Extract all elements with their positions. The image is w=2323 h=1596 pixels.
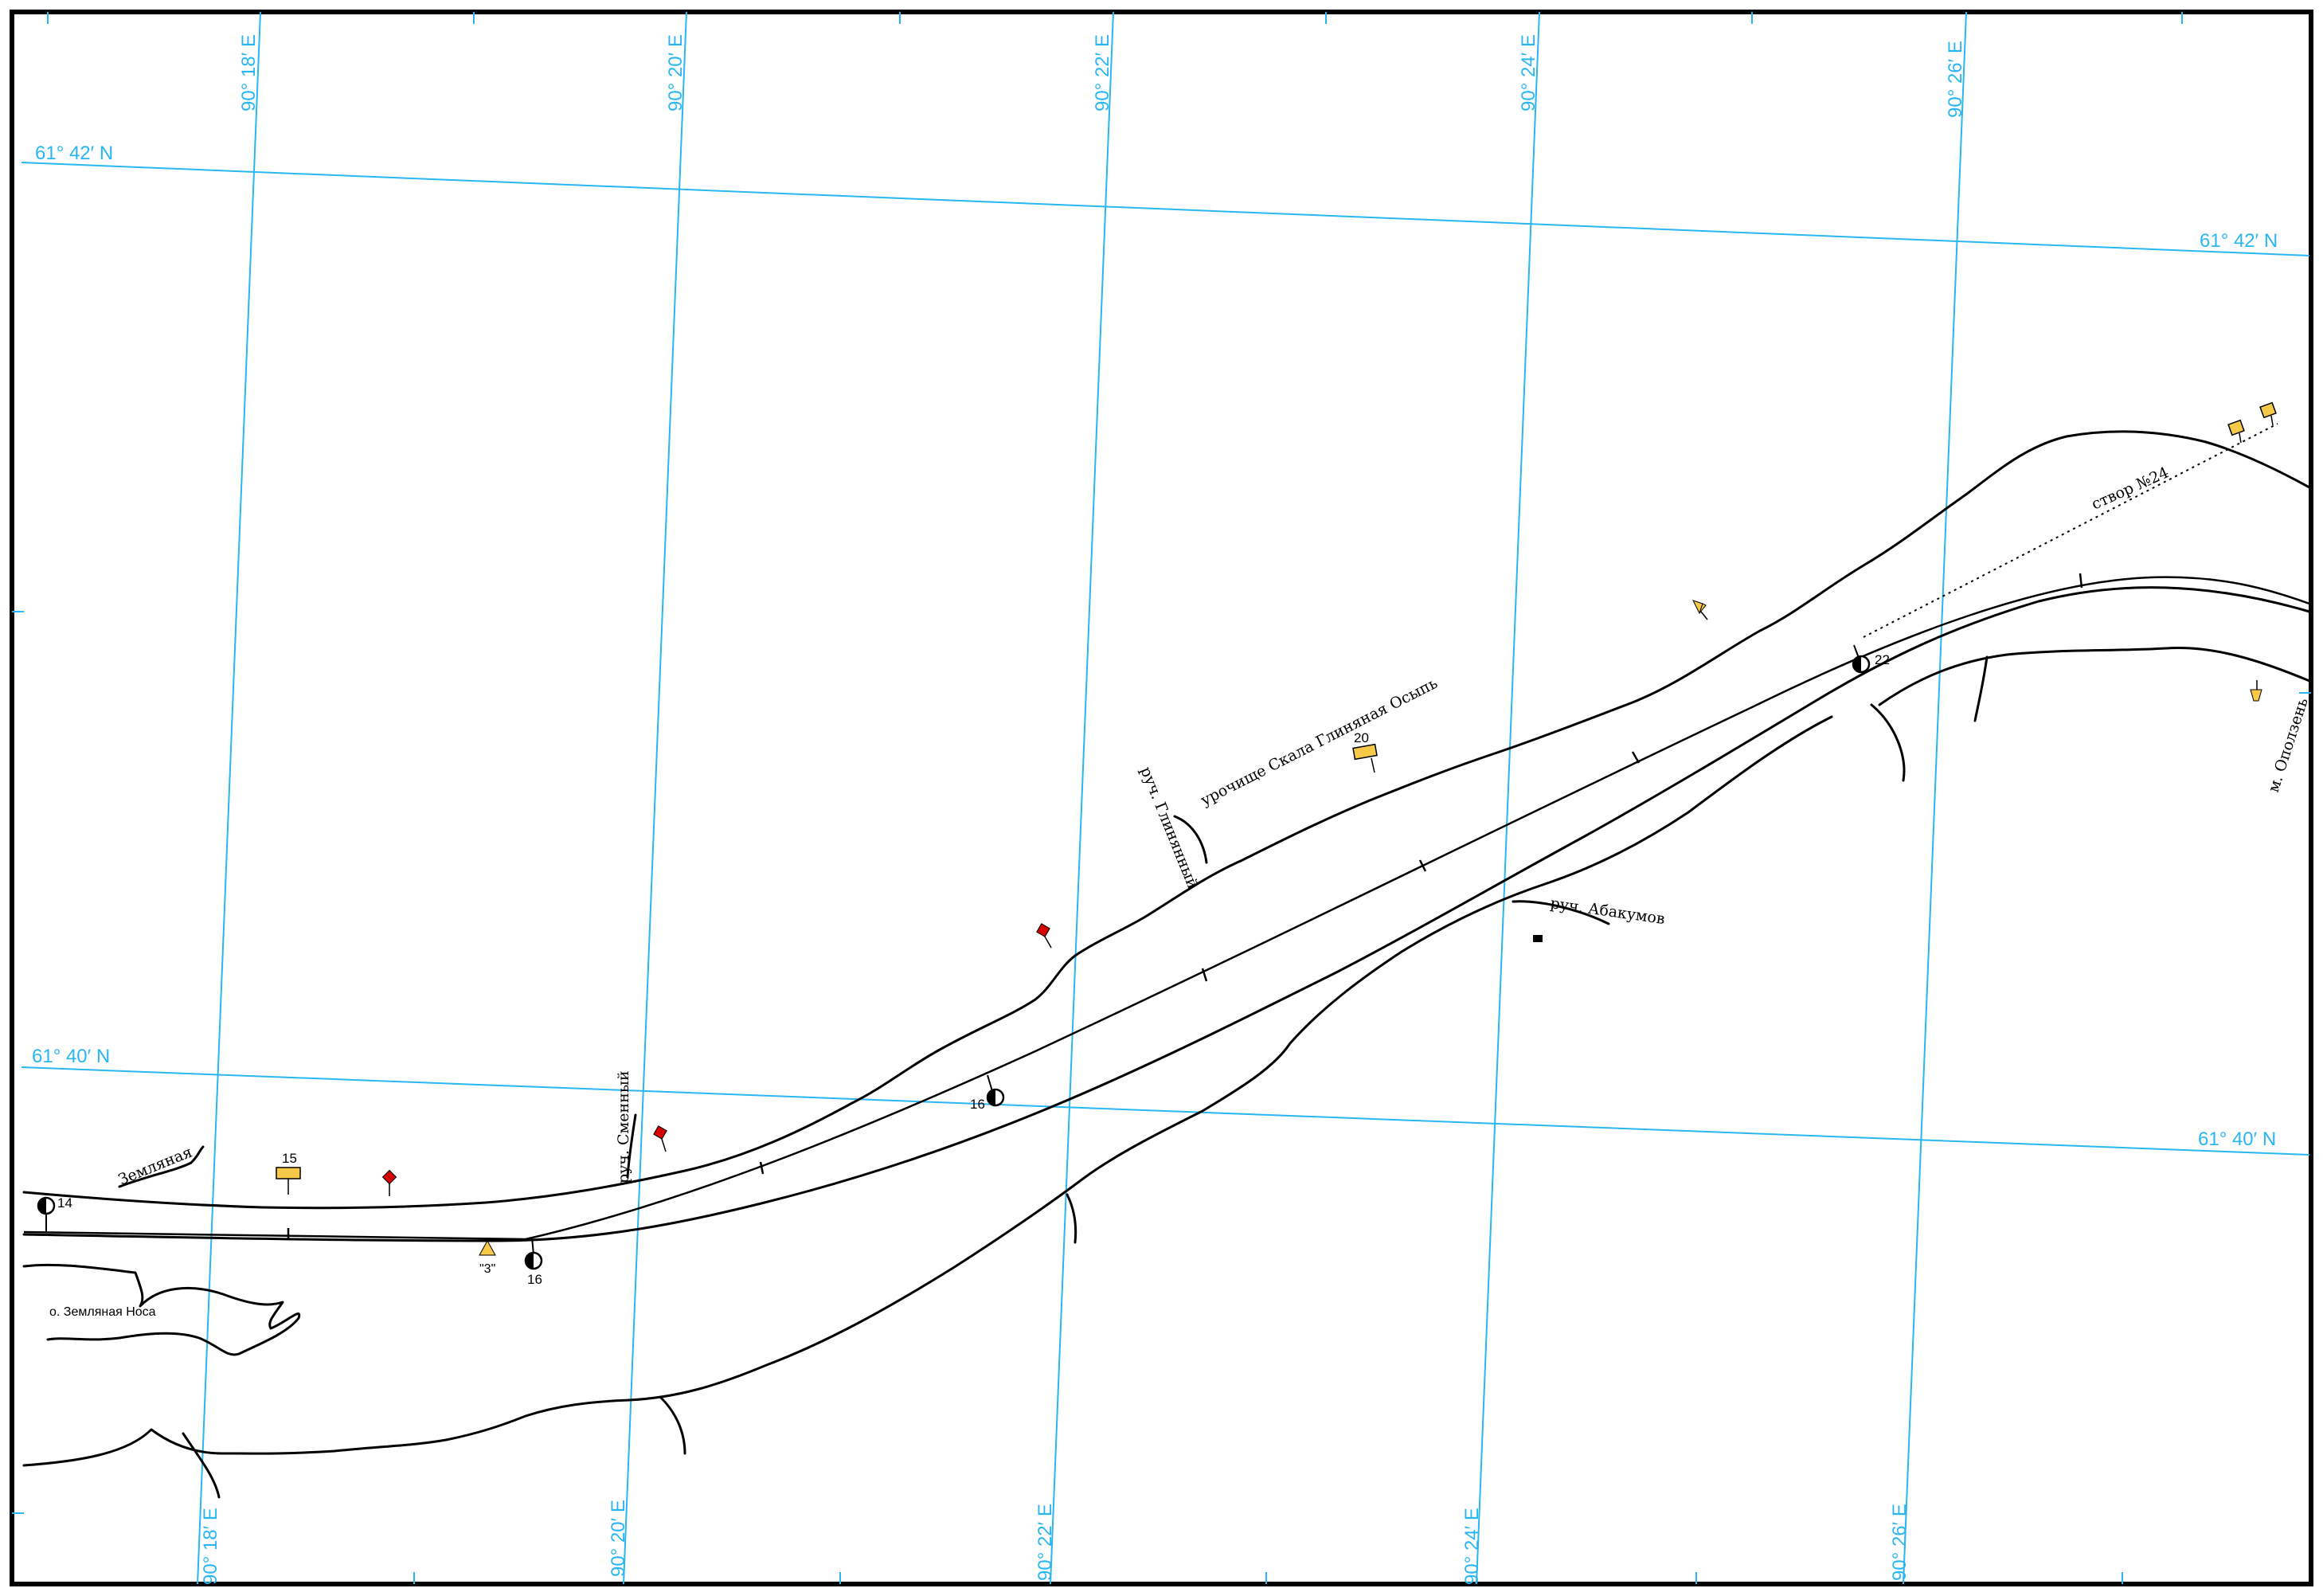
stream-3 bbox=[1973, 655, 1989, 722]
buoy-16a bbox=[524, 1237, 543, 1270]
stream-4 bbox=[659, 1396, 686, 1455]
sign-20 bbox=[1352, 743, 1378, 773]
red-buoy-2 bbox=[653, 1125, 667, 1152]
stream-2 bbox=[1870, 703, 1906, 782]
triangle-3 bbox=[479, 1239, 496, 1256]
lon-label-bot-24: 90° 24′ E bbox=[1461, 1508, 1483, 1585]
buoy-22 bbox=[1852, 644, 1871, 674]
lat-label-right-40: 61° 40′ N bbox=[2198, 1129, 2276, 1150]
meridian-24 bbox=[1476, 11, 1540, 1585]
frame-ticks bbox=[12, 12, 2311, 1584]
sign-15 bbox=[276, 1167, 301, 1195]
south-bank bbox=[22, 586, 2311, 1242]
north-bank bbox=[22, 430, 2311, 1210]
yellow-buoy-1 bbox=[1692, 600, 1708, 620]
meridian-18 bbox=[197, 11, 261, 1585]
lat-label-left-40: 61° 40′ N bbox=[32, 1046, 110, 1067]
triangle-3-label: "3" bbox=[479, 1262, 495, 1276]
buoy-16a-label: 16 bbox=[527, 1272, 542, 1287]
meridian-20 bbox=[623, 11, 687, 1585]
buoy-14 bbox=[37, 1196, 56, 1233]
lon-label-top-18: 90° 18′ E bbox=[238, 34, 260, 111]
meridian-22 bbox=[1050, 11, 1114, 1585]
range-sign-rear bbox=[2259, 401, 2277, 426]
red-buoy-1 bbox=[381, 1169, 397, 1196]
parallel-42 bbox=[21, 162, 2310, 256]
stream-smenny bbox=[626, 1113, 637, 1179]
sign-20-label: 20 bbox=[1354, 730, 1369, 745]
range-sign-front bbox=[2227, 419, 2245, 444]
buoy-14-label: 14 bbox=[57, 1195, 72, 1211]
stream-glinyany bbox=[1173, 815, 1208, 864]
sign-15-label: 15 bbox=[282, 1151, 297, 1166]
lon-label-bot-18: 90° 18′ E bbox=[200, 1508, 221, 1585]
buoy-22-label: 22 bbox=[1875, 652, 1890, 667]
lower-shore bbox=[22, 715, 1833, 1467]
lon-label-bot-26: 90° 26′ E bbox=[1889, 1504, 1910, 1581]
label-o-zemlyanaya-nosa: о. Земляная Носа bbox=[49, 1305, 156, 1319]
grid-labels: 90° 18′ E 90° 20′ E 90° 22′ E 90° 24′ E … bbox=[32, 34, 2278, 1585]
fairway-axis bbox=[23, 576, 2310, 1241]
lat-label-right-42: 61° 42′ N bbox=[2200, 230, 2278, 252]
zemlyanaya-spit bbox=[118, 1145, 205, 1188]
label-ruch-smenny: руч. Сменный bbox=[615, 1070, 632, 1183]
fairway-ticks bbox=[287, 573, 2083, 1239]
lon-label-top-20: 90° 20′ E bbox=[665, 34, 686, 111]
buoy-16b bbox=[986, 1074, 1005, 1107]
south-bank-east bbox=[1878, 647, 2311, 706]
graticule bbox=[21, 11, 2310, 1585]
black-mark bbox=[1533, 935, 1543, 942]
stream-1 bbox=[1066, 1193, 1077, 1244]
map-frame bbox=[10, 10, 2313, 1586]
leading-line bbox=[1863, 423, 2278, 638]
lon-label-top-22: 90° 22′ E bbox=[1092, 34, 1113, 111]
stream-5 bbox=[182, 1432, 221, 1499]
island-zemlyanaya-nosa bbox=[22, 1263, 301, 1356]
lon-label-top-24: 90° 24′ E bbox=[1518, 34, 1539, 111]
red-buoy-3 bbox=[1036, 923, 1052, 949]
parallel-40 bbox=[21, 1066, 2310, 1156]
yellow-buoy-2 bbox=[2250, 680, 2262, 702]
stream-abakumov bbox=[1512, 900, 1610, 925]
lon-label-bot-20: 90° 20′ E bbox=[608, 1500, 629, 1577]
lat-label-left-42: 61° 42′ N bbox=[35, 143, 113, 164]
lon-label-top-26: 90° 26′ E bbox=[1945, 41, 1966, 118]
meridian-26 bbox=[1903, 11, 1967, 1585]
buoy-16b-label: 16 bbox=[970, 1097, 985, 1112]
lon-label-bot-22: 90° 22′ E bbox=[1034, 1504, 1056, 1581]
